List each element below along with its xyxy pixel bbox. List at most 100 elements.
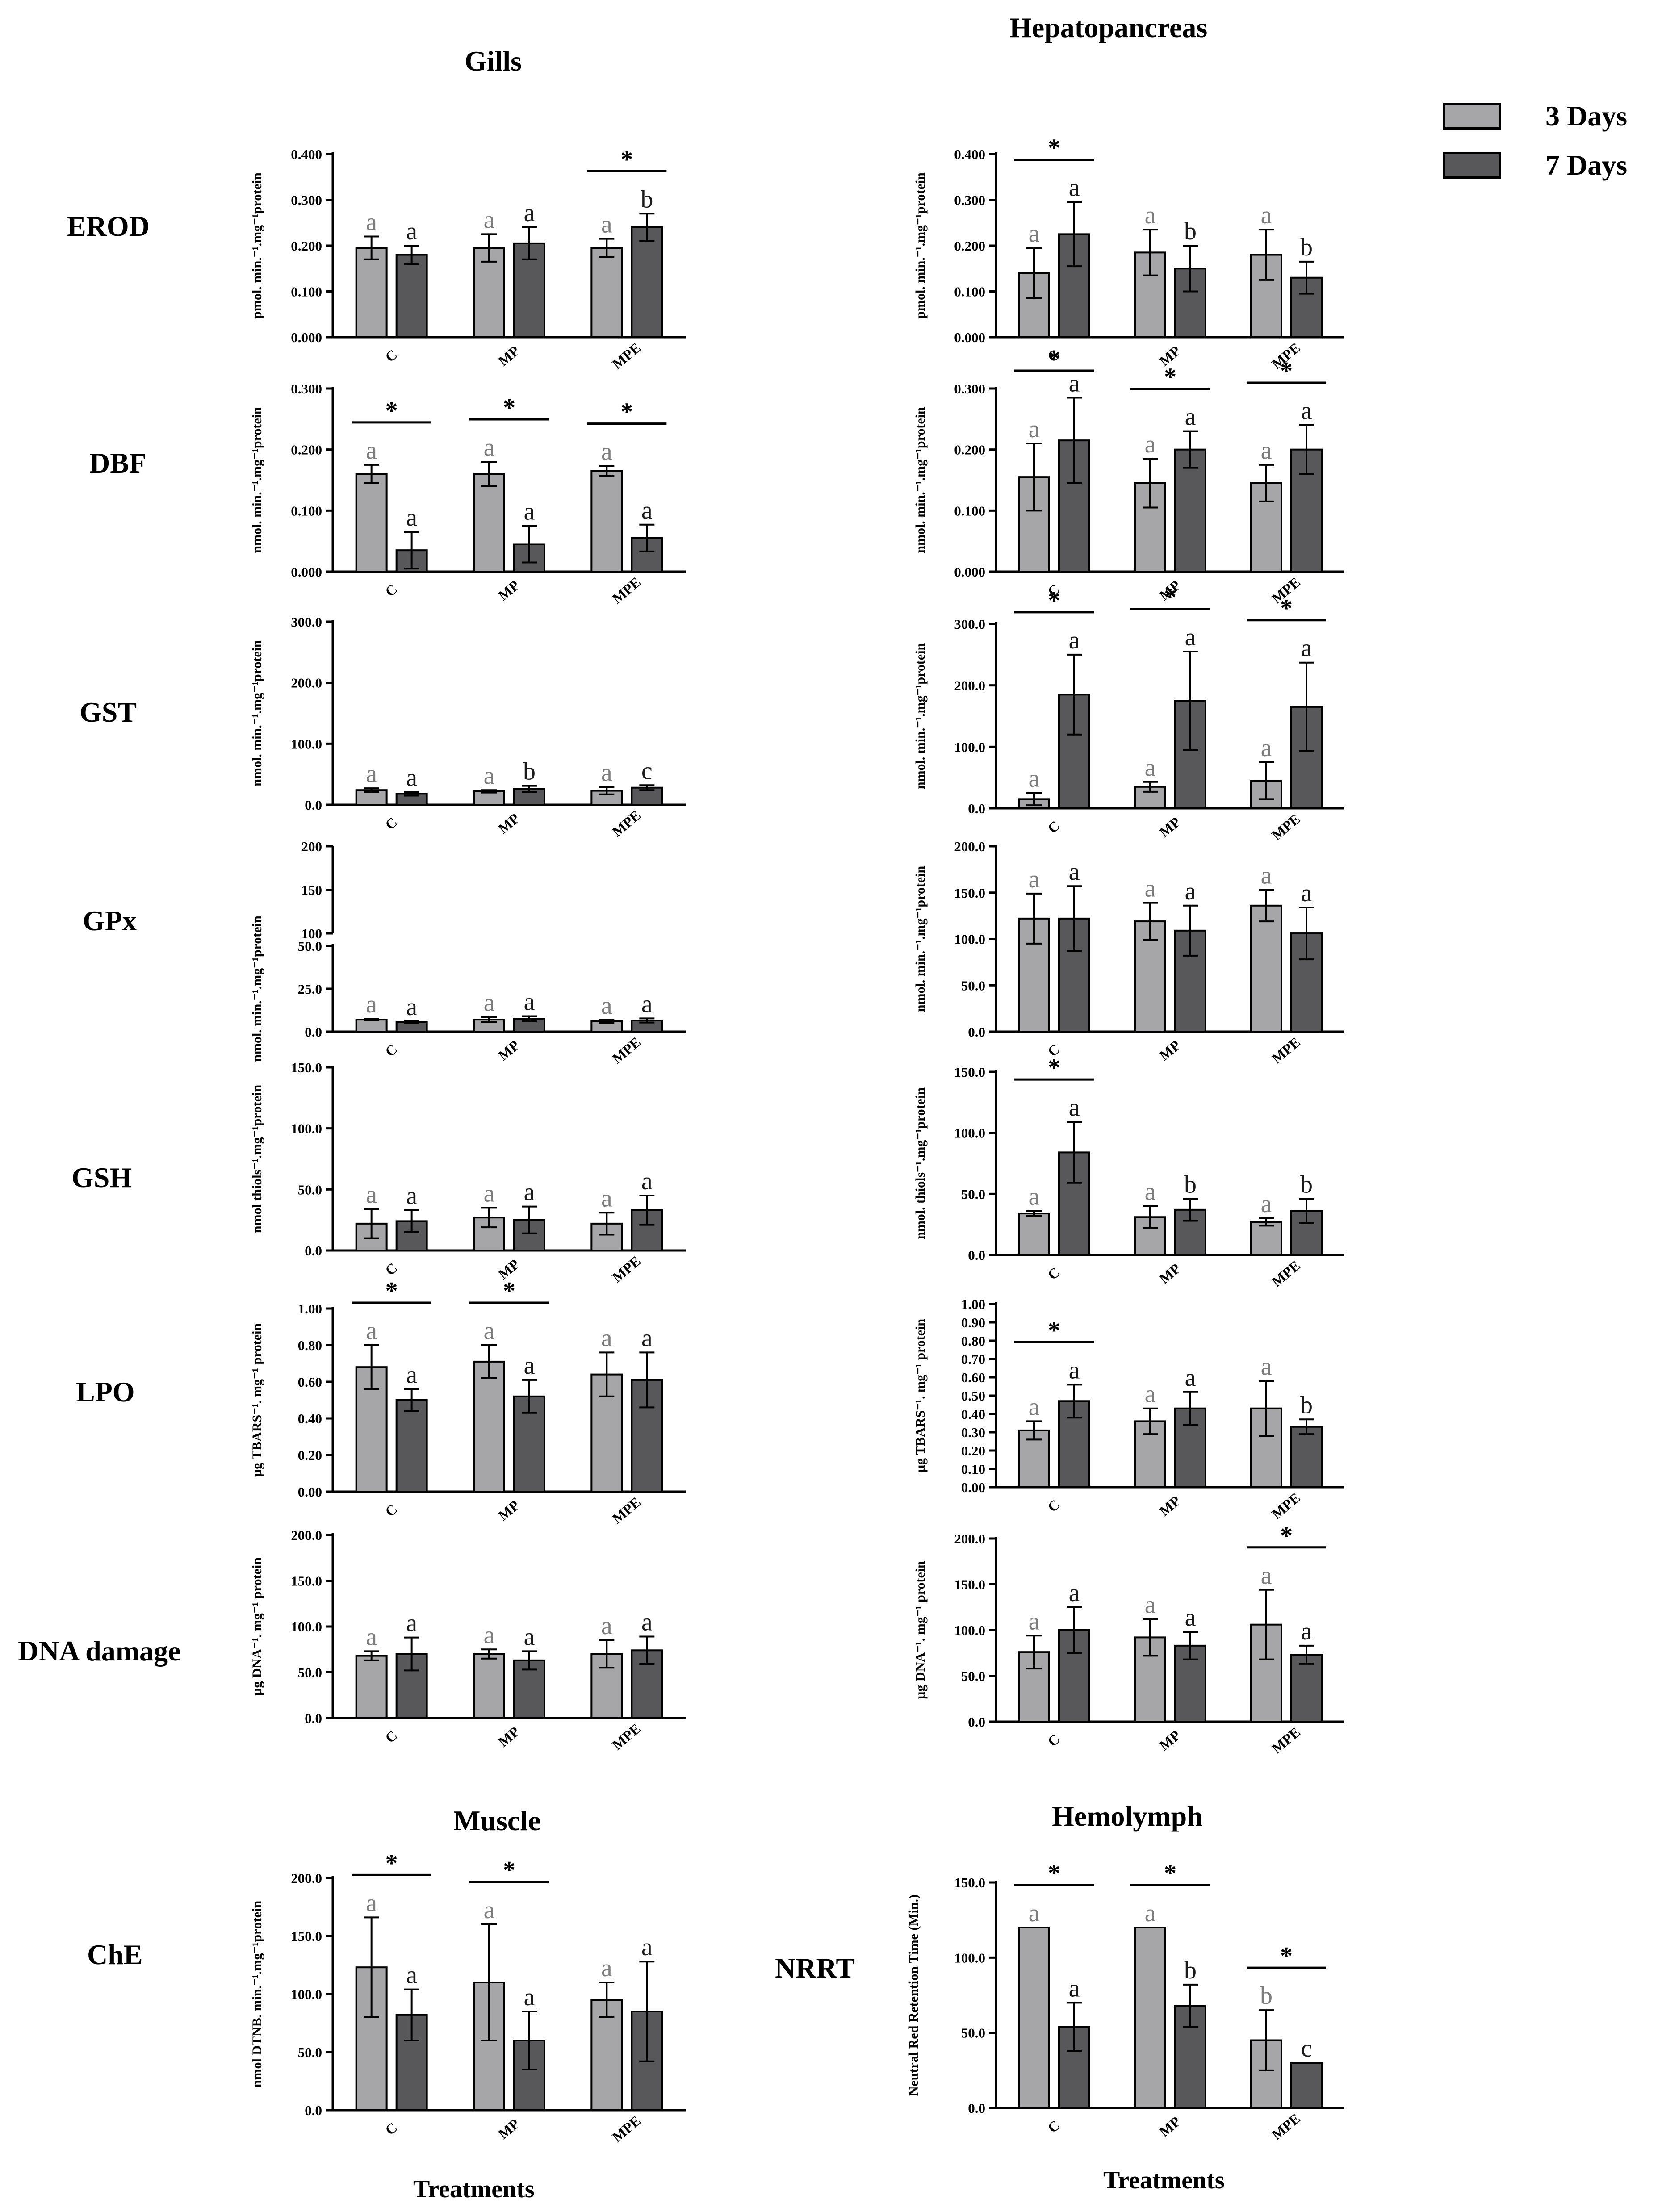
y-tick-label: 200.0 — [291, 1870, 322, 1886]
y-tick-label: 0.300 — [291, 192, 322, 208]
bar-3days — [1018, 917, 1050, 1033]
y-tick-label: 0.60 — [961, 1370, 985, 1385]
bar-7days — [1290, 1426, 1323, 1488]
y-tick-label: 150.0 — [954, 1064, 985, 1080]
row-label-gsh: GSH — [71, 1162, 132, 1193]
significance-star: * — [503, 1277, 515, 1305]
y-axis-label: µg TBARS⁻¹. mg⁻¹ protein — [250, 1323, 264, 1477]
y-axis-label: nmol. thiols⁻¹.mg⁻¹protein — [913, 1087, 928, 1239]
y-tick-label: 0.70 — [961, 1351, 985, 1367]
row-label-che: ChE — [87, 1939, 143, 1970]
y-tick-label: 0.200 — [291, 238, 322, 254]
significance-letter: a — [406, 1961, 417, 1989]
y-axis-label: µg DNA⁻¹. mg⁻¹ protein — [913, 1561, 928, 1699]
row-label-gst: GST — [80, 696, 137, 728]
y-tick-label: 0.80 — [961, 1333, 985, 1349]
significance-letter: a — [524, 1623, 535, 1651]
panel-hepato-lpo: 0.00 0.10 0.20 0.30 0.40 0.50 0.60 0.70 0.80 0.90… — [913, 1296, 1344, 1522]
y-axis-label: nmol. min.⁻¹.mg⁻¹protein — [250, 407, 264, 553]
y-tick-label: 200.0 — [954, 1531, 985, 1547]
significance-letter: a — [1069, 1356, 1080, 1384]
y-tick-label: 100.0 — [291, 736, 322, 752]
bar-3days — [473, 1653, 505, 1719]
title-muscle: Muscle — [453, 1805, 541, 1836]
bar-3days — [473, 473, 505, 573]
y-tick-label: 0.200 — [954, 442, 985, 458]
significance-letter: a — [601, 992, 612, 1020]
significance-letter: a — [1301, 1618, 1312, 1645]
significance-letter: a — [406, 504, 417, 531]
y-tick-label: 1.00 — [298, 1301, 322, 1317]
x-tick-label: MP — [495, 810, 522, 837]
significance-letter: a — [1145, 1178, 1156, 1206]
y-axis-label: nmol. min.⁻¹.mg⁻¹protein — [913, 643, 928, 789]
title-gills: Gills — [465, 45, 522, 77]
significance-letter: a — [1069, 627, 1080, 654]
significance-letter: a — [641, 1609, 653, 1636]
legend-label-7-days: 7 Days — [1545, 149, 1628, 181]
significance-letter: a — [1185, 1604, 1196, 1631]
significance-letter: a — [641, 990, 653, 1018]
x-tick-label: MP — [495, 1037, 522, 1064]
significance-letter: b — [1300, 234, 1313, 261]
x-tick-label: C — [1045, 817, 1063, 836]
y-tick-label: 0.40 — [961, 1406, 985, 1422]
significance-letter: a — [406, 1182, 417, 1210]
significance-letter: c — [1301, 2035, 1312, 2062]
bar-7days — [1290, 1654, 1323, 1723]
significance-letter: a — [366, 1889, 377, 1917]
y-tick-label: 0.300 — [954, 381, 985, 397]
y-tick-label: 0.10 — [961, 1461, 985, 1477]
y-tick-label: 200.0 — [954, 678, 985, 694]
y-tick-label: 0.0 — [968, 1714, 985, 1730]
y-tick-label: 50.0 — [961, 2025, 985, 2041]
x-tick-label: C — [382, 346, 400, 365]
x-tick-label: MP — [1156, 814, 1183, 840]
panel-hepato-gst: 0.0 100.0 200.0 300.0 nmol. min.⁻¹.mg⁻¹prote… — [913, 584, 1344, 843]
bar-3days — [355, 247, 388, 338]
significance-letter: a — [484, 762, 495, 790]
y-tick-label: 50.0 — [298, 1665, 322, 1681]
significance-letter: a — [484, 1317, 495, 1345]
x-tick-label: MPE — [609, 1253, 644, 1285]
significance-letter: a — [641, 1933, 653, 1961]
x-tick-label: MP — [495, 1723, 522, 1750]
significance-letter: a — [366, 1181, 377, 1208]
significance-star: * — [1280, 1942, 1293, 1970]
bar-3days — [1250, 254, 1282, 338]
y-axis-label: pmol. min.⁻¹.mg⁻¹protein — [913, 172, 928, 319]
x-tick-label: MP — [1156, 1260, 1183, 1287]
x-tick-label: C — [382, 814, 400, 832]
significance-letter: a — [484, 434, 495, 461]
significance-letter: a — [1029, 1393, 1040, 1421]
title-hemolymph: Hemolymph — [1052, 1800, 1203, 1832]
y-tick-label: 0.0 — [968, 1247, 985, 1263]
significance-letter: a — [366, 1623, 377, 1651]
y-tick-label: 0.100 — [291, 503, 322, 519]
significance-star: * — [385, 1849, 398, 1877]
y-tick-label: 100.0 — [291, 1121, 322, 1137]
significance-letter: a — [1145, 754, 1156, 782]
significance-letter: a — [524, 988, 535, 1016]
y-tick-label: 100.0 — [291, 1619, 322, 1635]
y-tick-label: 0.30 — [961, 1425, 985, 1440]
significance-star: * — [1048, 587, 1060, 615]
y-axis-label: µg DNA⁻¹. mg⁻¹ protein — [250, 1557, 264, 1696]
significance-star: * — [620, 146, 633, 173]
bar-3days — [1250, 1221, 1282, 1256]
y-tick-label: 100.0 — [954, 1950, 985, 1965]
bar-7days — [395, 254, 428, 338]
x-tick-label: C — [382, 1259, 400, 1278]
significance-letter: a — [484, 1179, 495, 1207]
y-tick-label: 0.400 — [954, 146, 985, 162]
y-tick-label: 100.0 — [954, 1622, 985, 1638]
x-tick-label: MP — [1156, 2113, 1183, 2140]
y-tick-label: 0.200 — [954, 238, 985, 254]
row-label-nrrt: NRRT — [775, 1952, 855, 1984]
panel-gills-gsh: 0.0 50.0 100.0 150.0 nmol thiols⁻¹.mg⁻¹prote… — [250, 1060, 686, 1285]
x-tick-label: MPE — [609, 1034, 644, 1066]
bar-3days — [590, 1999, 623, 2111]
x-tick-label: C — [1045, 1496, 1063, 1515]
x-tick-label: MP — [495, 1497, 522, 1524]
